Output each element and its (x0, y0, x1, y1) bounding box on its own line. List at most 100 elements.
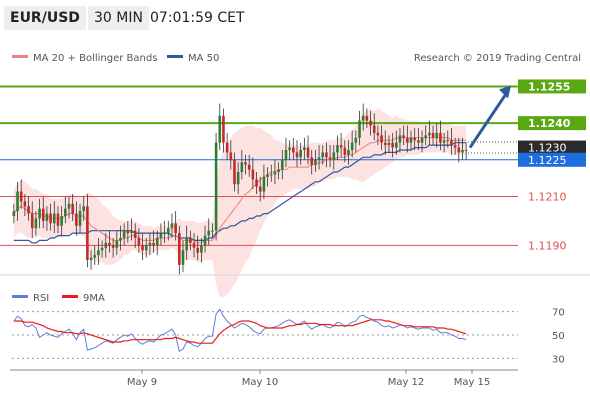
candle-body (200, 245, 203, 253)
candle-body (207, 230, 211, 236)
candle-body (133, 230, 137, 238)
candle-body (196, 247, 200, 253)
forecast-arrow-shaft (468, 91, 509, 149)
candle-body (163, 233, 166, 235)
candle-body (288, 147, 291, 150)
symbol-label: EUR/USD (4, 6, 86, 30)
candle-body (292, 147, 295, 153)
candle-body (60, 216, 63, 226)
candle-body (218, 115, 222, 143)
candle-body (417, 140, 420, 143)
candle-body (244, 162, 247, 165)
candle-body (339, 145, 343, 148)
bollinger-band-fill (13, 108, 467, 297)
candle-body (30, 213, 34, 229)
chart-header: EUR/USD 30 MIN 07:01:59 CET (0, 0, 590, 36)
candle-body (122, 230, 126, 238)
level-label-1.1230: 1.1230 (528, 142, 567, 155)
candle-body (398, 135, 402, 143)
candle-body (214, 142, 218, 231)
candle-body (174, 223, 177, 234)
candle-body (148, 242, 152, 246)
candle-body (93, 255, 97, 258)
timeframe-label[interactable]: 30 MIN (88, 6, 149, 30)
candle-body (16, 191, 19, 212)
rsi-tick-30: 30 (552, 354, 565, 365)
dotted-guides (468, 141, 518, 154)
candle-body (284, 150, 288, 160)
candle-body (262, 176, 266, 192)
candle-body (365, 115, 369, 121)
rsi-legend: RSI 9MA (12, 293, 105, 304)
rsi-gridlines: 70 50 30 (12, 308, 565, 365)
candle-body (391, 142, 394, 148)
candle-body (159, 233, 163, 238)
x-label-0: May 9 (127, 377, 157, 388)
candle-body (277, 169, 280, 172)
candle-body (130, 230, 133, 234)
candle-body (166, 228, 170, 234)
forecast-arrow-head (499, 85, 511, 99)
bollinger-bands (13, 108, 467, 297)
candle-body (225, 142, 229, 153)
candle-body (27, 206, 30, 214)
candle-body (303, 147, 306, 150)
candle-body (358, 120, 361, 138)
candle-body (332, 152, 336, 160)
candle-body (354, 137, 358, 143)
candle-body (321, 152, 325, 158)
candle-body (41, 208, 45, 221)
candle-body (144, 245, 148, 251)
candle-body (229, 152, 233, 160)
candle-body (203, 235, 207, 246)
rsi-tick-70: 70 (552, 308, 565, 319)
candle-body (461, 150, 464, 153)
ma50-line (13, 142, 467, 244)
candle-body (104, 242, 108, 248)
candle-body (192, 242, 196, 248)
candle-body (45, 213, 49, 221)
candle-body (420, 137, 424, 143)
rsi-lines (13, 308, 467, 353)
level-tag-1.1255 (518, 79, 586, 94)
candle-body (178, 233, 181, 265)
rsi-line (13, 308, 467, 353)
candle-body (383, 142, 387, 146)
candle-body (12, 211, 16, 216)
candle-body (269, 174, 273, 176)
candle-body (266, 174, 269, 177)
candle-body (137, 238, 141, 246)
candle-body (457, 147, 461, 153)
candle-body (38, 208, 41, 219)
candle-body (67, 203, 71, 209)
level-tag-1.1230 (518, 140, 586, 155)
candle-body (155, 238, 159, 246)
candle-body (236, 172, 240, 185)
candle-body (453, 145, 457, 148)
candle-body (75, 213, 78, 226)
candle-body (306, 147, 310, 158)
candle-body (247, 164, 251, 170)
legend-9ma-swatch (62, 295, 78, 298)
level-label-1.1240: 1.1240 (528, 117, 571, 130)
candle-body (314, 159, 317, 165)
candle-body (185, 238, 188, 251)
candle-body (428, 132, 431, 136)
main-legend: MA 20 + Bollinger Bands MA 50 Research ©… (12, 53, 581, 64)
x-axis: May 9 May 10 May 12 May 15 (10, 369, 518, 388)
candle-body (350, 142, 354, 150)
candle-body (78, 211, 82, 226)
candle-body (115, 240, 119, 248)
time-label: 07:01:59 CET (150, 10, 245, 26)
candle-body (361, 115, 365, 121)
candlesticks (12, 103, 468, 275)
candle-body (258, 186, 262, 192)
candle-body (369, 120, 372, 126)
candle-body (222, 115, 225, 143)
candle-body (295, 152, 299, 158)
candle-body (328, 157, 332, 160)
legend-9ma-label: 9MA (83, 293, 105, 304)
x-label-1: May 10 (242, 377, 279, 388)
level-label-1.1225: 1.1225 (528, 154, 567, 167)
candle-body (119, 238, 122, 241)
